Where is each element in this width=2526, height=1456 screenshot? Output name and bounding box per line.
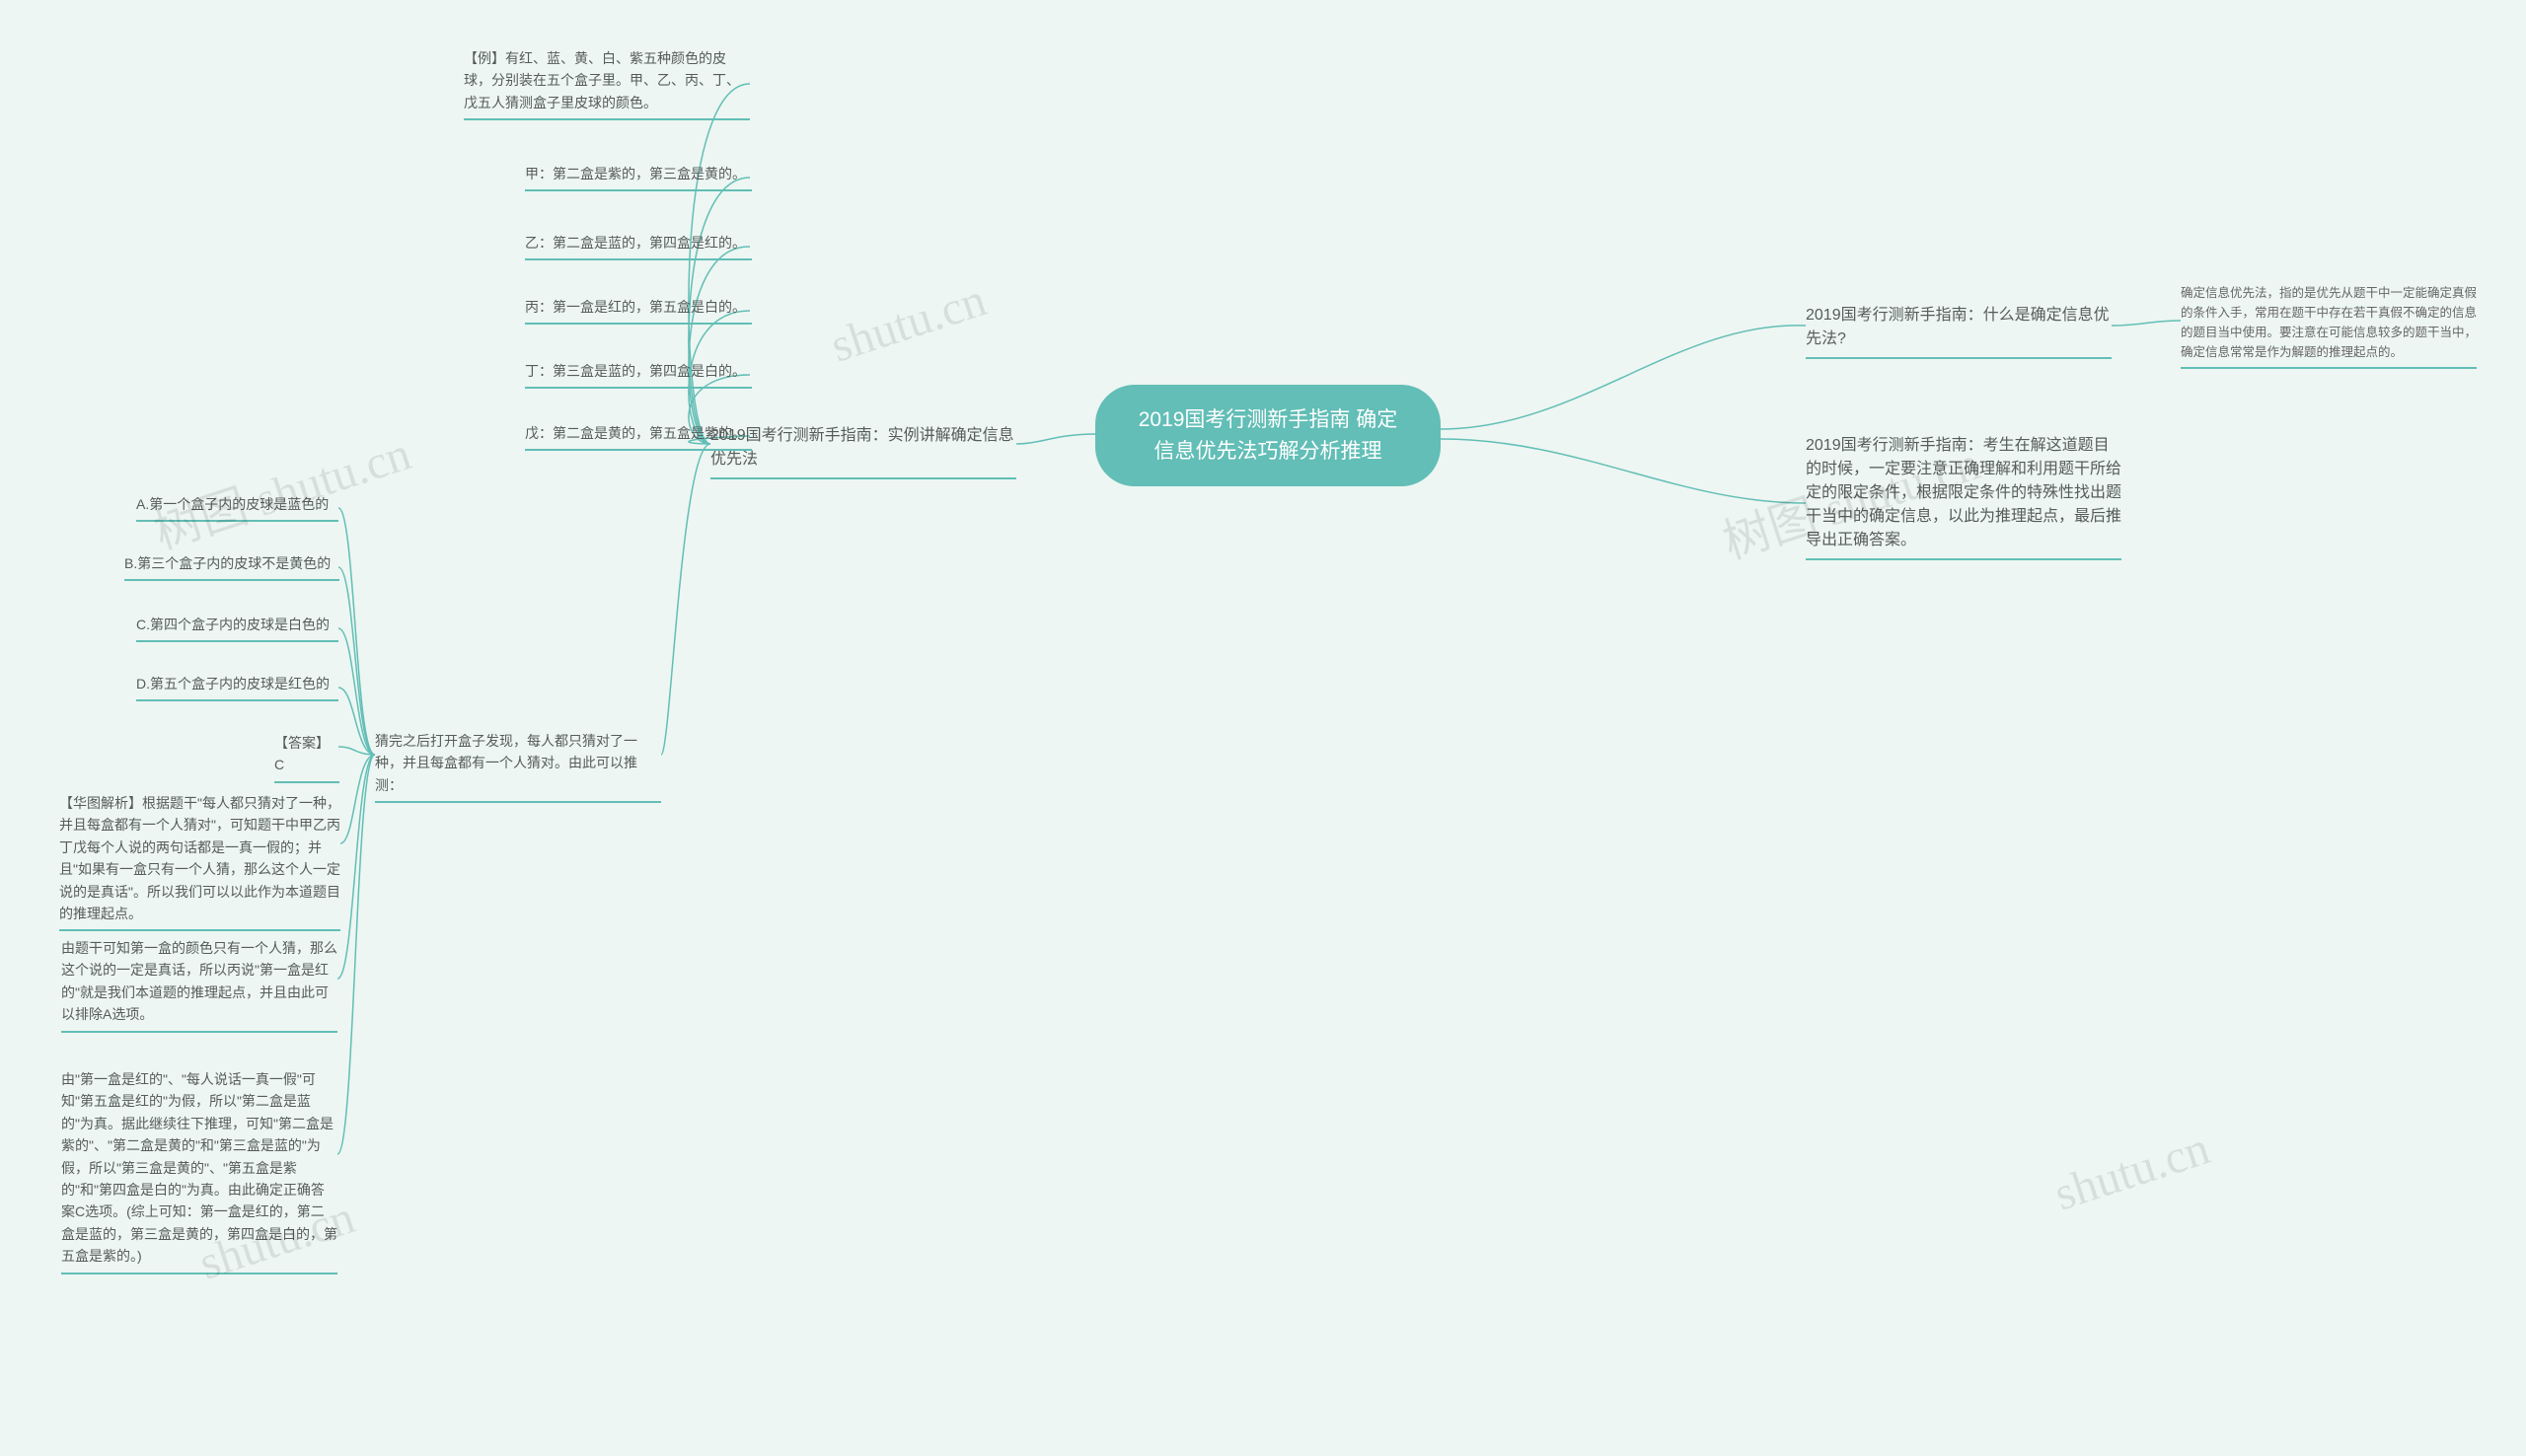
left-leaf-5[interactable]: 戊：第二盒是黄的，第五盒是紫的。 — [525, 422, 752, 451]
subleaf-6[interactable]: 由题干可知第一盒的颜色只有一个人猜，那么这个说的一定是真话，所以丙说"第一盒是红… — [61, 937, 337, 1033]
left-leaf-4[interactable]: 丁：第三盒是蓝的，第四盒是白的。 — [525, 360, 752, 389]
subleaf-3[interactable]: D.第五个盒子内的皮球是红色的 — [136, 673, 338, 701]
left-branch-label: 2019国考行测新手指南：实例讲解确定信息优先法 — [710, 427, 1014, 468]
subleaf-3-text: D.第五个盒子内的皮球是红色的 — [136, 676, 330, 692]
left-leaf-4-text: 丁：第三盒是蓝的，第四盒是白的。 — [525, 363, 746, 379]
watermark-0: 树图 shutu.cn — [144, 414, 418, 562]
right-branch-2[interactable]: 2019国考行测新手指南：考生在解这道题目的时候，一定要注意正确理解和利用题干所… — [1806, 434, 2121, 560]
subleaf-4-text: 【答案】C — [274, 735, 330, 772]
left-leaf-3-text: 丙：第一盒是红的，第五盒是白的。 — [525, 299, 746, 315]
subleaf-4[interactable]: 【答案】C — [274, 732, 339, 783]
subleaf-2-text: C.第四个盒子内的皮球是白色的 — [136, 617, 330, 632]
center-text: 2019国考行测新手指南 确定信息优先法巧解分析推理 — [1139, 408, 1398, 463]
subleaf-0-text: A.第一个盒子内的皮球是蓝色的 — [136, 496, 329, 512]
left-leaf-6[interactable]: 猜完之后打开盒子发现，每人都只猜对了一种，并且每盒都有一个人猜对。由此可以推测： — [375, 730, 661, 803]
left-leaf-2[interactable]: 乙：第二盒是蓝的，第四盒是红的。 — [525, 232, 752, 260]
subleaf-5-text: 【华图解析】根据题干"每人都只猜对了一种，并且每盒都有一个人猜对"，可知题干中甲… — [59, 795, 340, 921]
right-branch-1-leaf[interactable]: 确定信息优先法，指的是优先从题干中一定能确定真假的条件入手，常用在题干中存在若干… — [2181, 283, 2477, 369]
connector-lines — [0, 0, 2526, 1456]
watermark-1: shutu.cn — [824, 272, 992, 373]
left-branch[interactable]: 2019国考行测新手指南：实例讲解确定信息优先法 — [710, 424, 1016, 479]
right-branch-2-label: 2019国考行测新手指南：考生在解这道题目的时候，一定要注意正确理解和利用题干所… — [1806, 437, 2121, 548]
left-leaf-2-text: 乙：第二盒是蓝的，第四盒是红的。 — [525, 235, 746, 251]
right-branch-1-leaf-text: 确定信息优先法，指的是优先从题干中一定能确定真假的条件入手，常用在题干中存在若干… — [2181, 286, 2477, 359]
right-branch-1-label: 2019国考行测新手指南：什么是确定信息优先法? — [1806, 307, 2110, 347]
subleaf-1[interactable]: B.第三个盒子内的皮球不是黄色的 — [124, 552, 339, 581]
watermark-5: shutu.cn — [2047, 1121, 2215, 1221]
subleaf-7-text: 由"第一盒是红的"、"每人说话一真一假"可知"第五盒是红的"为假，所以"第二盒是… — [61, 1071, 337, 1264]
subleaf-6-text: 由题干可知第一盒的颜色只有一个人猜，那么这个说的一定是真话，所以丙说"第一盒是红… — [61, 940, 337, 1022]
left-leaf-1-text: 甲：第二盒是紫的，第三盒是黄的。 — [525, 166, 746, 182]
left-leaf-5-text: 戊：第二盒是黄的，第五盒是紫的。 — [525, 425, 746, 441]
right-branch-1[interactable]: 2019国考行测新手指南：什么是确定信息优先法? — [1806, 304, 2112, 359]
left-leaf-3[interactable]: 丙：第一盒是红的，第五盒是白的。 — [525, 296, 752, 325]
subleaf-5[interactable]: 【华图解析】根据题干"每人都只猜对了一种，并且每盒都有一个人猜对"，可知题干中甲… — [59, 792, 340, 931]
subleaf-1-text: B.第三个盒子内的皮球不是黄色的 — [124, 555, 331, 571]
watermark-4: tu.cn — [912, 1447, 1017, 1456]
left-leaf-6-text: 猜完之后打开盒子发现，每人都只猜对了一种，并且每盒都有一个人猜对。由此可以推测： — [375, 733, 637, 793]
center-node[interactable]: 2019国考行测新手指南 确定信息优先法巧解分析推理 — [1095, 385, 1441, 486]
subleaf-2[interactable]: C.第四个盒子内的皮球是白色的 — [136, 614, 338, 642]
subleaf-7[interactable]: 由"第一盒是红的"、"每人说话一真一假"可知"第五盒是红的"为假，所以"第二盒是… — [61, 1068, 337, 1274]
left-leaf-0[interactable]: 【例】有红、蓝、黄、白、紫五种颜色的皮球，分别装在五个盒子里。甲、乙、丙、丁、戊… — [464, 47, 750, 120]
left-leaf-0-text: 【例】有红、蓝、黄、白、紫五种颜色的皮球，分别装在五个盒子里。甲、乙、丙、丁、戊… — [464, 50, 740, 110]
left-leaf-1[interactable]: 甲：第二盒是紫的，第三盒是黄的。 — [525, 163, 752, 191]
subleaf-0[interactable]: A.第一个盒子内的皮球是蓝色的 — [136, 493, 338, 522]
